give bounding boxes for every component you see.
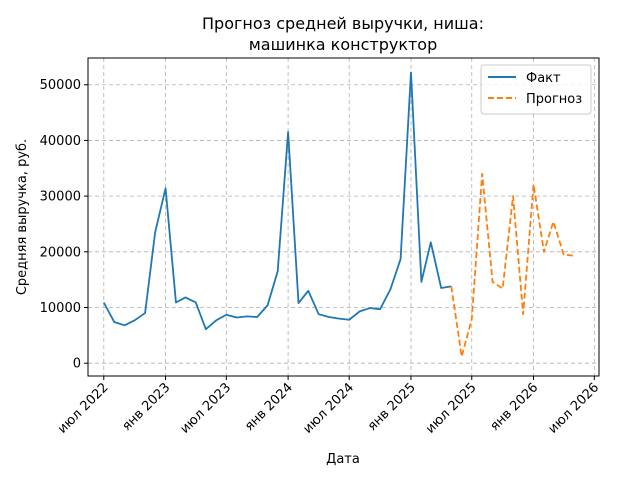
y-tick-label: 20000: [40, 245, 81, 260]
y-axis: 0 10000 20000 30000 40000 50000: [40, 78, 88, 372]
x-axis: июл 2022 янв 2023 июл 2023 янв 2024 июл 2024…: [55, 376, 602, 437]
x-tick-label: янв 2023: [120, 380, 174, 434]
x-tick-label: янв 2026: [487, 380, 541, 434]
x-tick-label: июл 2026: [546, 380, 603, 437]
x-tick-label: июл 2025: [423, 380, 480, 437]
x-tick-label: июл 2022: [55, 380, 112, 437]
y-tick-label: 30000: [40, 190, 81, 205]
x-tick-label: июл 2023: [178, 380, 235, 437]
x-tick-label: июл 2024: [301, 380, 358, 437]
series-lines: [102, 71, 574, 358]
x-axis-label: Дата: [326, 452, 360, 467]
legend-label-forecast: Прогноз: [526, 92, 582, 107]
legend-label-fact: Факт: [526, 71, 561, 86]
series-line-forecast: [450, 172, 574, 358]
plot-area-frame: [87, 57, 600, 377]
chart-title-line-2: машинка конструктор: [249, 35, 438, 54]
y-tick-label: 10000: [40, 301, 81, 316]
series-line-fact: [102, 71, 452, 331]
x-tick-label: янв 2025: [365, 380, 419, 434]
y-tick-label: 40000: [40, 134, 81, 149]
y-axis-label: Средняя выручка, руб.: [15, 139, 30, 295]
y-tick-label: 50000: [40, 78, 81, 93]
x-tick-label: янв 2024: [242, 380, 296, 434]
legend: Факт Прогноз: [480, 64, 592, 115]
chart-title-line-1: Прогноз средней выручки, ниша:: [202, 14, 484, 33]
y-tick-label: 0: [73, 357, 81, 372]
